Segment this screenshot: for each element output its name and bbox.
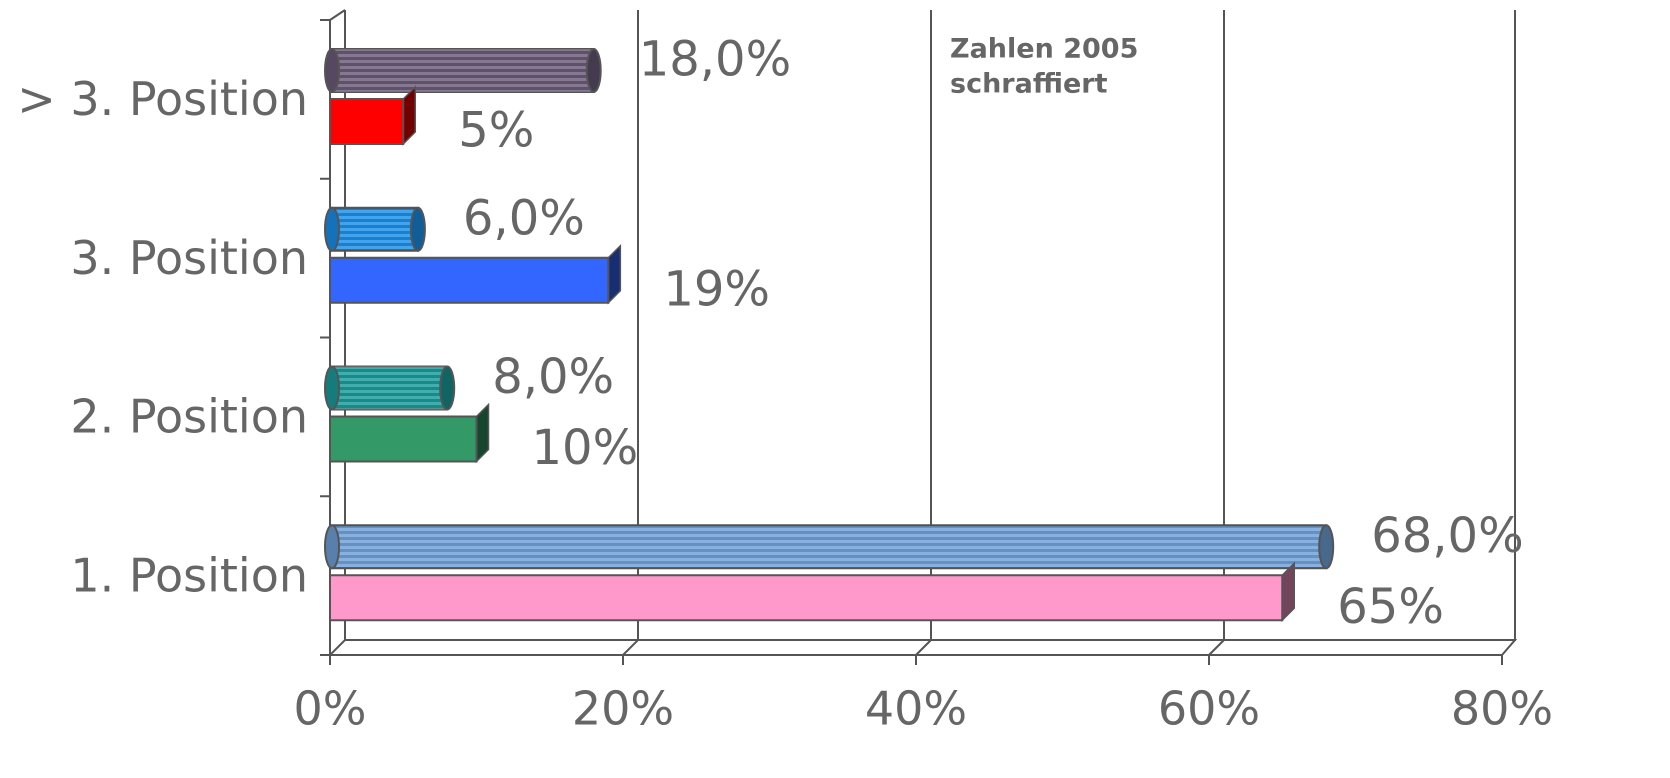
- bar-side: [402, 85, 416, 146]
- bar-stripes: [330, 525, 1327, 569]
- bar-left-cap: [324, 48, 340, 93]
- x-tick-label: 0%: [294, 682, 367, 736]
- bar: [329, 415, 478, 463]
- value-label: 19%: [663, 261, 770, 317]
- x-tick-label: 80%: [1451, 682, 1553, 736]
- bar-stripes: [330, 49, 594, 92]
- x-tick-label: 60%: [1158, 682, 1260, 736]
- annotation: Zahlen 2005: [950, 34, 1138, 65]
- y-tick-label: 2. Position: [70, 390, 308, 444]
- bar-right-cap: [1318, 524, 1335, 570]
- value-label: 65%: [1337, 579, 1444, 635]
- y-tick-label: > 3. Position: [17, 72, 308, 126]
- value-label: 5%: [458, 103, 534, 159]
- left-wall-top: [329, 9, 346, 21]
- bar-stripes: [330, 207, 418, 251]
- value-label: 8,0%: [492, 349, 614, 405]
- x-tick-label: 20%: [572, 682, 674, 736]
- bar: [329, 256, 610, 304]
- bar: [329, 98, 405, 145]
- y-tick-label: 3. Position: [70, 231, 308, 285]
- bar-left-cap: [324, 524, 340, 570]
- grid-line-floor: [915, 639, 932, 656]
- bar-side: [607, 243, 622, 305]
- grid-line-floor: [622, 639, 639, 656]
- floor: [327, 639, 1518, 656]
- value-label: 68,0%: [1371, 508, 1523, 564]
- bar-right-cap: [439, 365, 456, 411]
- bar-stripes: [330, 366, 448, 410]
- grid-line-floor: [1208, 639, 1225, 656]
- bar-right-cap: [409, 206, 426, 252]
- bar-right-cap: [585, 48, 602, 93]
- y-tick-label: 1. Position: [70, 548, 308, 602]
- value-label: 18,0%: [639, 32, 791, 88]
- bar: [329, 574, 1284, 622]
- value-label: 10%: [532, 420, 639, 476]
- bar-side: [475, 402, 490, 464]
- bar-left-cap: [324, 365, 340, 411]
- x-tick-label: 40%: [865, 682, 967, 736]
- annotation: schraffiert: [950, 69, 1108, 100]
- bar-side: [1281, 561, 1295, 623]
- value-label: 6,0%: [463, 190, 585, 246]
- bar-left-cap: [324, 206, 340, 252]
